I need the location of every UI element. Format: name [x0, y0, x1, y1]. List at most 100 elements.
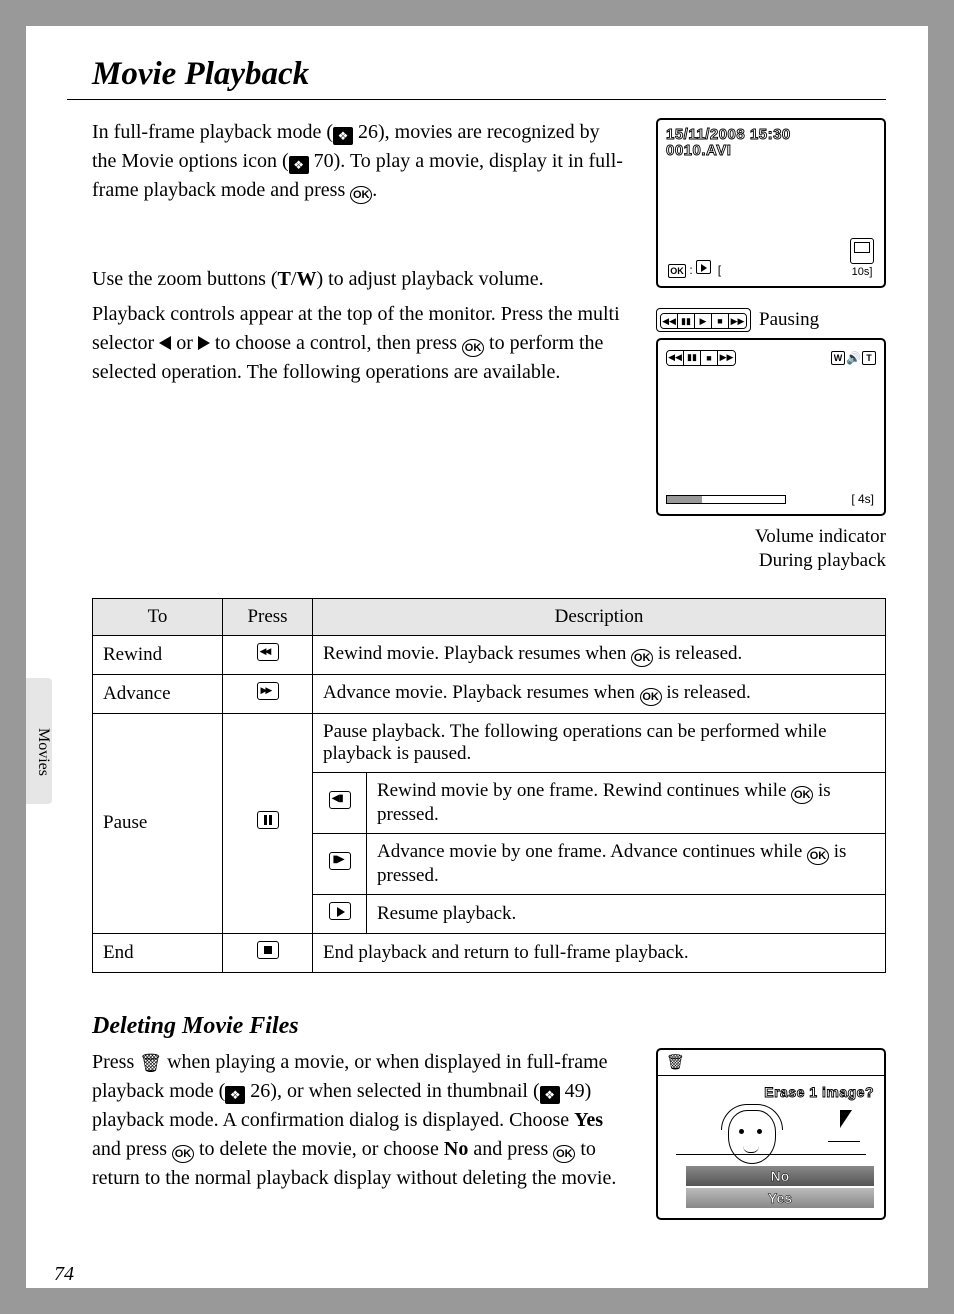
left-arrow-icon — [159, 336, 171, 350]
control-bar-icon: ◀◀▮▮▶■▶▶ — [660, 313, 747, 329]
pause-icon: ▮▮ — [684, 351, 701, 365]
text: . — [372, 179, 377, 201]
time-remaining: 10s] — [852, 266, 873, 278]
cell-desc: Resume playback. — [367, 894, 886, 933]
controls-paragraph: Playback controls appear at the top of t… — [92, 300, 628, 387]
ok-icon: OK — [640, 688, 662, 706]
col-to: To — [93, 598, 223, 635]
reference-icon: ❖ — [289, 156, 309, 174]
stop-icon — [257, 941, 279, 959]
play-icon: ▶ — [695, 314, 712, 328]
cell-desc: Rewind movie by one frame. Rewind contin… — [367, 772, 886, 833]
operations-table: To Press Description Rewind Rewind movie… — [92, 598, 886, 973]
cell-subicon — [313, 894, 367, 933]
reference-icon: ❖ — [540, 1086, 560, 1104]
reference-icon: ❖ — [225, 1086, 245, 1104]
yes-label: Yes — [574, 1109, 603, 1131]
ok-icon: OK — [807, 847, 829, 865]
text: to choose a control, then press — [210, 332, 462, 354]
text: and press — [92, 1138, 172, 1160]
lcd-screen-delete: 🗑 Erase 1 image? No Yes — [656, 1048, 886, 1220]
pause-icon: ▮▮ — [678, 314, 695, 328]
play-icon — [696, 260, 711, 274]
rewind-icon — [257, 643, 279, 661]
adv-icon: ▶▶ — [718, 351, 735, 365]
left-column: In full-frame playback mode (❖ 26), movi… — [92, 118, 628, 572]
text: is released. — [662, 682, 751, 703]
pause-icon — [257, 811, 279, 829]
w-button: W — [296, 268, 316, 290]
t-button: T — [278, 268, 291, 290]
pausing-label: Pausing — [759, 306, 819, 334]
osd-bottom-row: OK : [ 10s] — [668, 238, 874, 278]
lcd-screen-controls: ◀◀▮▮■▶▶ W🔊T [ 4s] — [656, 338, 886, 516]
illustration — [676, 1108, 866, 1168]
progress-bar — [666, 495, 786, 504]
table-row: End End playback and return to full-fram… — [93, 933, 886, 972]
speaker-icon: 🔊 — [846, 351, 861, 365]
osd-filename: 0010.AVI — [666, 142, 731, 159]
cell-to: Rewind — [93, 635, 223, 674]
advance-icon — [257, 682, 279, 700]
text: to delete the movie, or choose — [194, 1138, 444, 1160]
text: Rewind movie. Playback resumes when — [323, 643, 631, 664]
tv-icon — [850, 238, 874, 264]
trash-icon: 🗑 — [139, 1053, 162, 1073]
intro-paragraph: In full-frame playback mode (❖ 26), movi… — [92, 118, 628, 205]
osd-date: 15/11/2008 15:30 — [666, 126, 791, 143]
delete-section: Press 🗑 when playing a movie, or when di… — [92, 1048, 886, 1220]
cell-to: End — [93, 933, 223, 972]
pausing-callout: ◀◀▮▮▶■▶▶ Pausing — [656, 306, 886, 334]
boat-shape — [828, 1128, 860, 1142]
text: ) to adjust playback volume. — [316, 268, 543, 290]
page-title: Movie Playback — [67, 56, 886, 100]
ok-icon: OK — [791, 786, 813, 804]
section-tab: Movies — [26, 678, 52, 804]
text: Advance movie. Playback resumes when — [323, 682, 640, 703]
callout-box: ◀◀▮▮▶■▶▶ — [656, 308, 751, 333]
control-bar-icon: ◀◀▮▮■▶▶ — [666, 350, 736, 366]
volume-indicator: W🔊T — [831, 351, 876, 365]
text: Press — [92, 1051, 139, 1073]
delete-paragraph: Press 🗑 when playing a movie, or when di… — [92, 1048, 634, 1220]
upper-section: In full-frame playback mode (❖ 26), movi… — [92, 118, 886, 572]
text: 26), or when selected in thumbnail ( — [245, 1080, 539, 1102]
trash-icon: 🗑 — [666, 1053, 685, 1071]
text: In full-frame playback mode ( — [92, 121, 333, 143]
text: Rewind movie by one frame. Rewind contin… — [377, 780, 791, 801]
ok-icon: OK — [462, 339, 484, 357]
right-arrow-icon — [198, 336, 210, 350]
cell-subicon — [313, 833, 367, 894]
text: Advance movie by one frame. Advance cont… — [377, 841, 807, 862]
ok-play-hint: OK : [ — [668, 260, 721, 278]
ok-icon: OK — [631, 649, 653, 667]
caption-volume: Volume indicator — [656, 526, 886, 548]
stop-icon: ■ — [712, 314, 729, 328]
osd-top-row: ◀◀▮▮■▶▶ W🔊T — [666, 350, 876, 366]
text: Use the zoom buttons ( — [92, 268, 278, 290]
lcd-screen-playback: 15/11/2008 15:30 0010.AVI OK : [ 10s] — [656, 118, 886, 288]
table-header-row: To Press Description — [93, 598, 886, 635]
frame-rewind-icon — [329, 791, 351, 809]
tv-time-group: 10s] — [850, 238, 874, 278]
cell-to: Advance — [93, 674, 223, 713]
subtitle: Deleting Movie Files — [92, 1013, 886, 1040]
volume-paragraph: Use the zoom buttons (T/W) to adjust pla… — [92, 265, 628, 294]
cell-subicon — [313, 772, 367, 833]
text: or — [171, 332, 198, 354]
cell-desc: Pause playback. The following operations… — [313, 713, 886, 772]
right-column: 15/11/2008 15:30 0010.AVI OK : [ 10s] ◀◀… — [656, 118, 886, 572]
rew-icon: ◀◀ — [661, 314, 678, 328]
cell-press — [223, 713, 313, 933]
reference-icon: ❖ — [333, 127, 353, 145]
ok-small-icon: OK — [668, 264, 686, 278]
cell-press — [223, 635, 313, 674]
cell-desc: Advance movie by one frame. Advance cont… — [367, 833, 886, 894]
stop-icon: ■ — [701, 351, 718, 365]
frame-advance-icon — [329, 852, 351, 870]
cell-desc: Rewind movie. Playback resumes when OK i… — [313, 635, 886, 674]
no-label: No — [444, 1138, 468, 1160]
cell-desc: Advance movie. Playback resumes when OK … — [313, 674, 886, 713]
page-number: 74 — [54, 1263, 74, 1286]
cell-to: Pause — [93, 713, 223, 933]
